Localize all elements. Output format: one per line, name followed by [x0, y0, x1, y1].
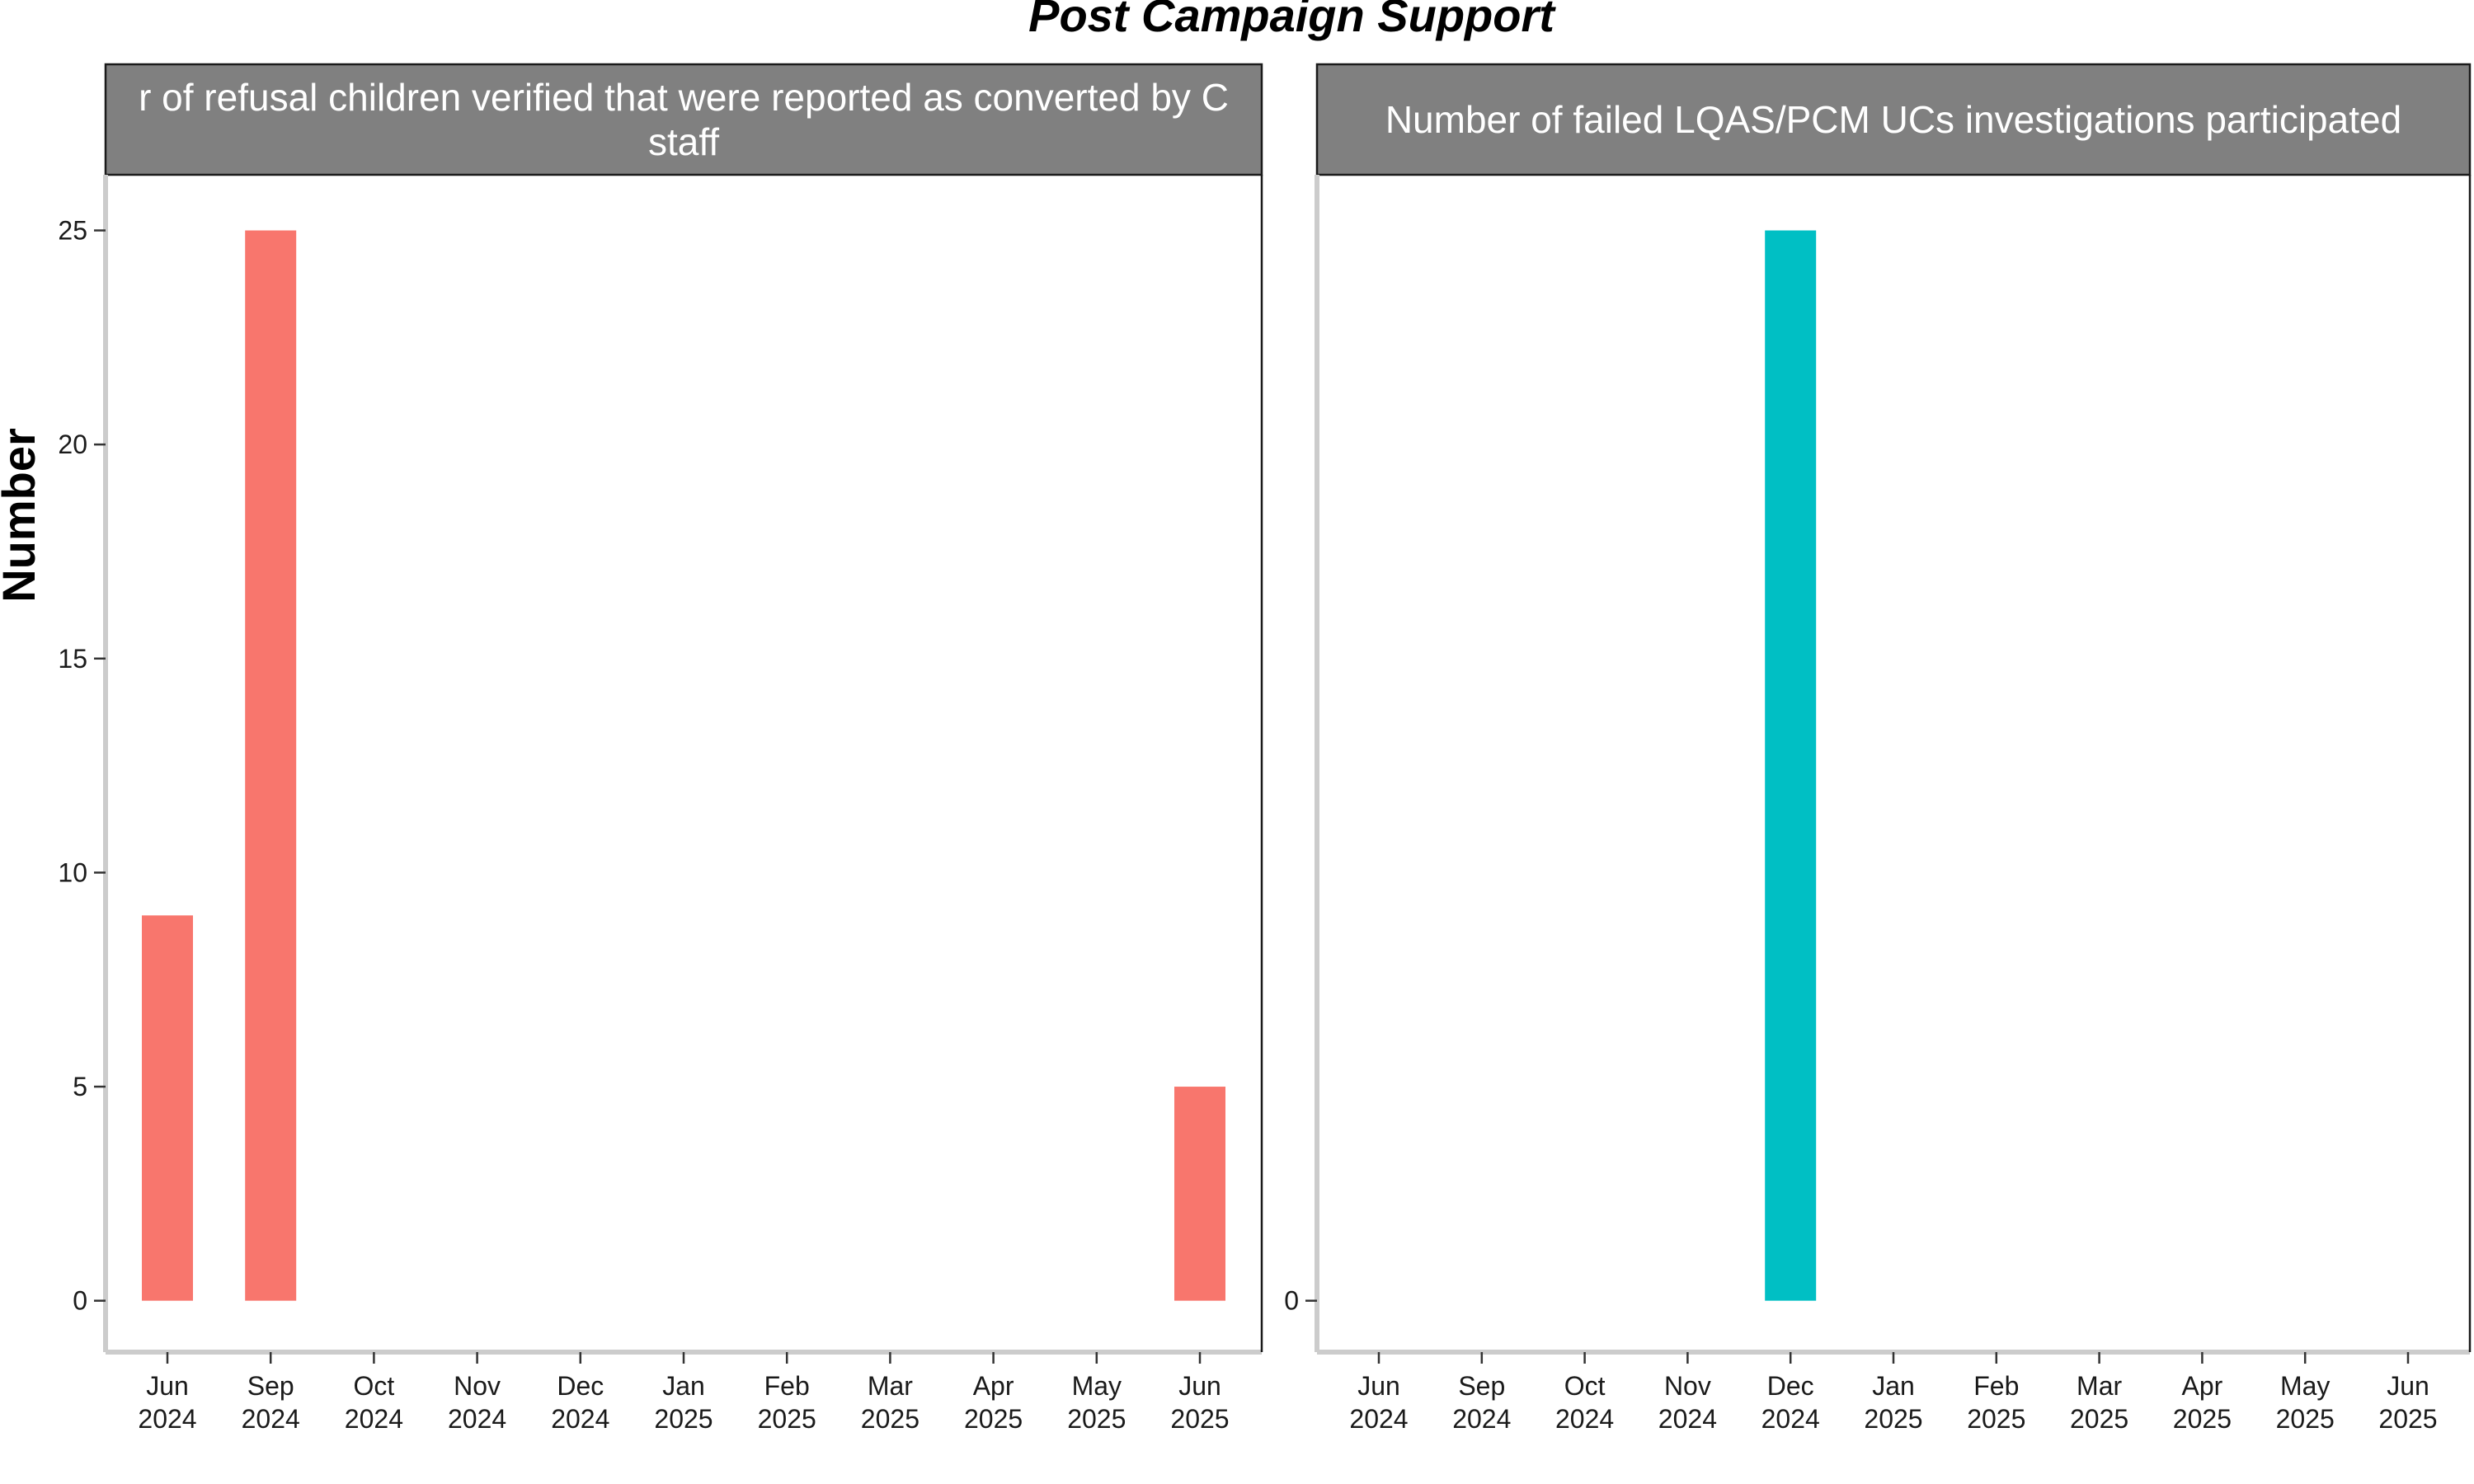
strip-background: [1315, 63, 2472, 176]
x-tick-label-year: 2024: [1452, 1404, 1511, 1434]
x-tick-label-month: Jan: [662, 1371, 705, 1401]
x-tick-label-year: 2025: [2070, 1404, 2128, 1434]
x-tick-label-year: 2025: [1864, 1404, 1922, 1434]
x-tick-label-year: 2025: [1067, 1404, 1126, 1434]
y-tick-label-5: 5: [73, 1072, 87, 1101]
x-tick-label-year: 2024: [1349, 1404, 1408, 1434]
x-tick-label-year: 2024: [242, 1404, 300, 1434]
bar-jun-2025: [1174, 1087, 1225, 1301]
x-tick-label-year: 2025: [1170, 1404, 1229, 1434]
x-tick-label-year: 2025: [861, 1404, 920, 1434]
x-tick-label-month: Dec: [1767, 1371, 1814, 1401]
x-tick-label-month: Dec: [557, 1371, 604, 1401]
x-tick-label-month: Mar: [2077, 1371, 2122, 1401]
x-tick-label-month: Oct: [354, 1371, 395, 1401]
bar-jun-2024: [142, 915, 193, 1301]
x-tick-label-month: Sep: [1458, 1371, 1505, 1401]
x-tick-label-year: 2024: [345, 1404, 403, 1434]
y-tick-label-0: 0: [1284, 1286, 1299, 1316]
x-tick-label-year: 2024: [1555, 1404, 1614, 1434]
x-tick-label-year: 2025: [2173, 1404, 2232, 1434]
panel-2: Number of failed LQAS/PCM UCs investigat…: [1284, 63, 2472, 1434]
y-tick-label-0: 0: [73, 1286, 87, 1316]
y-tick-label-25: 25: [58, 216, 87, 246]
strip-label-line-1: Number of failed LQAS/PCM UCs investigat…: [1385, 98, 2401, 141]
x-tick-label-month: Jun: [1357, 1371, 1400, 1401]
x-tick-label-year: 2025: [1967, 1404, 2025, 1434]
x-tick-label-month: Feb: [1973, 1371, 2019, 1401]
x-tick-label-month: Jun: [2387, 1371, 2429, 1401]
x-tick-label-year: 2024: [1761, 1404, 1820, 1434]
panel-1: r of refusal children verified that were…: [58, 63, 1263, 1434]
x-tick-label-month: Apr: [2182, 1371, 2223, 1401]
x-tick-label-year: 2025: [2378, 1404, 2437, 1434]
x-tick-label-month: May: [2280, 1371, 2330, 1401]
bar-dec-2024: [1765, 230, 1817, 1301]
strip-label-line-2: staff: [648, 120, 719, 163]
y-axis-label: Number: [0, 428, 45, 603]
x-tick-label-month: Jun: [1178, 1371, 1221, 1401]
x-tick-label-year: 2025: [654, 1404, 713, 1434]
y-tick-label-20: 20: [58, 430, 87, 459]
x-tick-label-year: 2025: [758, 1404, 816, 1434]
x-tick-label-month: Apr: [973, 1371, 1014, 1401]
x-tick-label-year: 2025: [964, 1404, 1023, 1434]
x-tick-label-year: 2024: [138, 1404, 196, 1434]
x-tick-label-year: 2024: [448, 1404, 506, 1434]
y-tick-label-10: 10: [58, 857, 87, 887]
panel-background: [1317, 175, 2470, 1352]
panel-background: [106, 175, 1262, 1352]
strip-label-line-1: r of refusal children verified that were…: [139, 76, 1229, 119]
bar-sep-2024: [245, 230, 297, 1301]
x-tick-label-month: Jun: [146, 1371, 189, 1401]
x-tick-label-month: Mar: [868, 1371, 913, 1401]
strip-background: [104, 63, 1263, 176]
x-tick-label-year: 2024: [551, 1404, 609, 1434]
x-tick-label-month: Feb: [764, 1371, 810, 1401]
x-tick-label-year: 2024: [1658, 1404, 1717, 1434]
x-tick-label-year: 2025: [2276, 1404, 2335, 1434]
x-tick-label-month: Oct: [1564, 1371, 1606, 1401]
x-tick-label-month: May: [1072, 1371, 1122, 1401]
x-tick-label-month: Nov: [1664, 1371, 1711, 1401]
chart-title: Post Campaign Support: [1028, 0, 1556, 41]
x-tick-label-month: Nov: [454, 1371, 501, 1401]
y-tick-label-15: 15: [58, 644, 87, 674]
panels: r of refusal children verified that were…: [58, 63, 2472, 1434]
x-tick-label-month: Jan: [1872, 1371, 1915, 1401]
x-tick-label-month: Sep: [247, 1371, 294, 1401]
